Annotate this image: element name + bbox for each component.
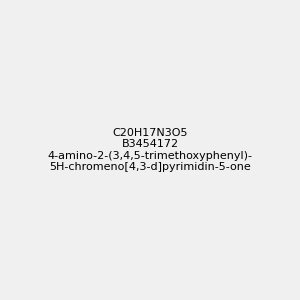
Text: C20H17N3O5
B3454172
4-amino-2-(3,4,5-trimethoxyphenyl)-
5H-chromeno[4,3-d]pyrimi: C20H17N3O5 B3454172 4-amino-2-(3,4,5-tri… xyxy=(47,128,253,172)
